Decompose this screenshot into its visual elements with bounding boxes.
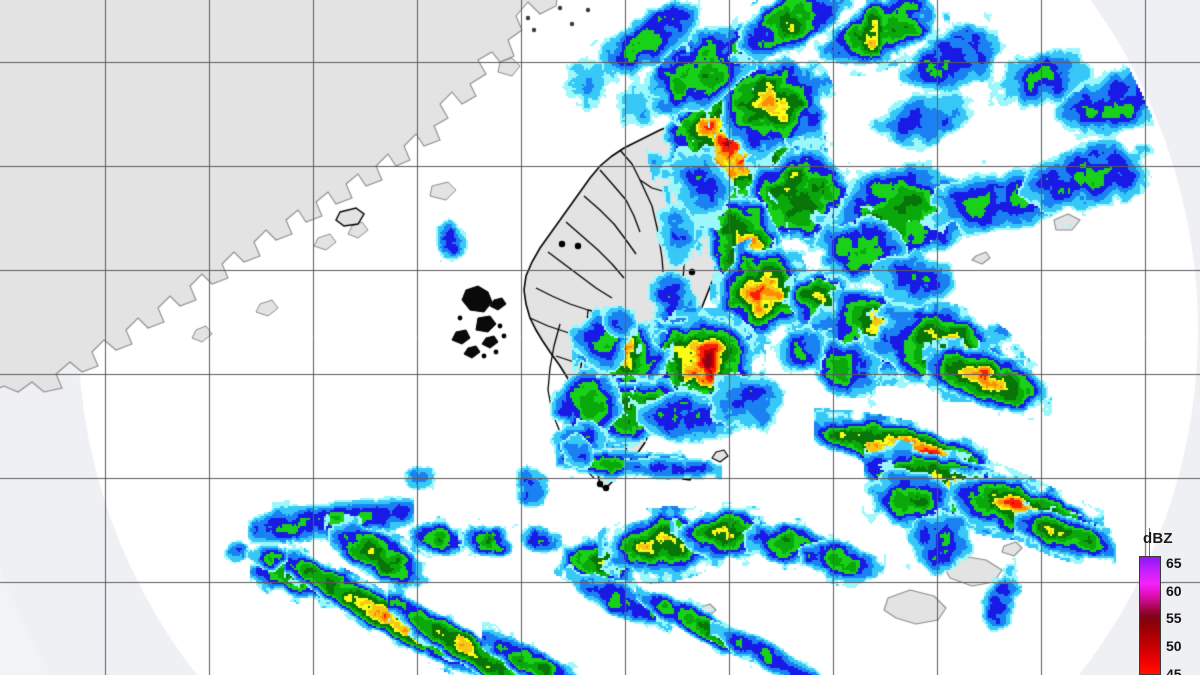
legend-tick-65: 65: [1166, 555, 1182, 571]
legend-tick-55: 55: [1166, 610, 1182, 626]
legend-tick-60: 60: [1166, 583, 1182, 599]
legend-tick-45: 45: [1166, 666, 1182, 675]
dbz-color-gradient-bar: [1139, 556, 1161, 675]
dbz-colorbar-legend: dBZ 65 60 55 50 45: [1128, 528, 1200, 675]
legend-stem: [1149, 528, 1150, 558]
legend-tick-50: 50: [1166, 638, 1182, 654]
legend-title: dBZ: [1143, 530, 1173, 547]
